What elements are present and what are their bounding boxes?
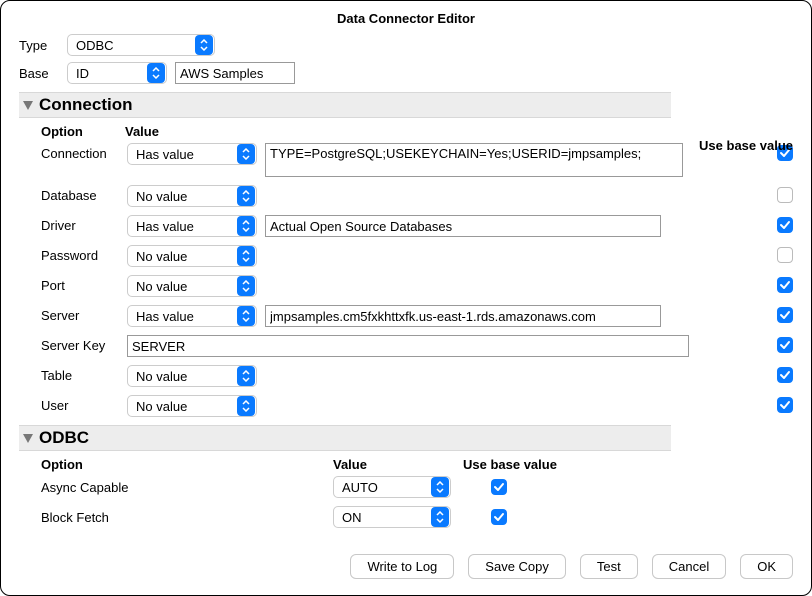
odbc-option-label: Async Capable [41,480,333,495]
value-select[interactable]: ON [333,506,451,528]
odbc-header-option: Option [41,457,333,472]
option-label: Password [41,245,127,263]
odbc-section-header[interactable]: ODBC [19,425,671,451]
use-base-checkbox[interactable] [777,247,793,263]
use-base-checkbox[interactable] [777,307,793,323]
value-textarea[interactable]: TYPE=PostgreSQL;USEKEYCHAIN=Yes;USERID=j… [265,143,683,177]
updown-icon [237,246,255,266]
save-copy-button[interactable]: Save Copy [468,554,566,579]
value-select[interactable]: No value [127,365,257,387]
value-input[interactable] [127,335,689,357]
type-select-value: ODBC [76,38,194,53]
odbc-header-use: Use base value [463,457,583,472]
use-base-checkbox[interactable] [491,479,507,495]
base-select-value: ID [76,66,146,81]
select-value: Has value [136,219,236,234]
updown-icon [147,63,165,83]
option-label: Database [41,185,127,203]
updown-icon [431,507,449,527]
option-label: Table [41,365,127,383]
option-label: Connection [41,143,127,161]
type-select[interactable]: ODBC [67,34,215,56]
updown-icon [237,186,255,206]
updown-icon [431,477,449,497]
use-base-checkbox[interactable] [777,277,793,293]
type-label: Type [19,38,59,53]
select-value: No value [136,189,236,204]
value-select[interactable]: No value [127,275,257,297]
select-value: ON [342,510,430,525]
title: Data Connector Editor [1,1,811,34]
header-option: Option [41,124,125,139]
write-to-log-button[interactable]: Write to Log [350,554,454,579]
disclosure-triangle-icon [23,101,33,110]
use-base-checkbox[interactable] [777,397,793,413]
select-value: No value [136,399,236,414]
connection-title: Connection [37,95,133,115]
use-base-checkbox[interactable] [777,187,793,203]
option-label: Driver [41,215,127,233]
connection-section-header[interactable]: Connection [19,92,671,118]
header-value: Value [125,124,793,139]
disclosure-triangle-icon [23,434,33,443]
updown-icon [195,35,213,55]
value-select[interactable]: No value [127,185,257,207]
option-label: Server Key [41,335,127,353]
value-select[interactable]: No value [127,245,257,267]
odbc-option-label: Block Fetch [41,510,333,525]
select-value: No value [136,249,236,264]
option-label: Port [41,275,127,293]
updown-icon [237,396,255,416]
value-select[interactable]: Has value [127,143,257,165]
updown-icon [237,144,255,164]
header-use-base: Use base value [699,138,793,153]
updown-icon [237,366,255,386]
ok-button[interactable]: OK [740,554,793,579]
use-base-checkbox[interactable] [491,509,507,525]
cancel-button[interactable]: Cancel [652,554,726,579]
use-base-checkbox[interactable] [777,337,793,353]
odbc-header-value: Value [333,457,463,472]
base-select[interactable]: ID [67,62,167,84]
use-base-checkbox[interactable] [777,367,793,383]
updown-icon [237,276,255,296]
updown-icon [237,216,255,236]
value-select[interactable]: Has value [127,215,257,237]
base-label: Base [19,66,59,81]
odbc-title: ODBC [37,428,89,448]
select-value: AUTO [342,480,430,495]
use-base-checkbox[interactable] [777,217,793,233]
option-label: Server [41,305,127,323]
value-input[interactable] [265,215,661,237]
value-select[interactable]: Has value [127,305,257,327]
value-input[interactable] [265,305,661,327]
select-value: No value [136,369,236,384]
select-value: No value [136,279,236,294]
option-label: User [41,395,127,413]
test-button[interactable]: Test [580,554,638,579]
select-value: Has value [136,147,236,162]
base-input[interactable] [175,62,295,84]
updown-icon [237,306,255,326]
value-select[interactable]: No value [127,395,257,417]
value-select[interactable]: AUTO [333,476,451,498]
select-value: Has value [136,309,236,324]
